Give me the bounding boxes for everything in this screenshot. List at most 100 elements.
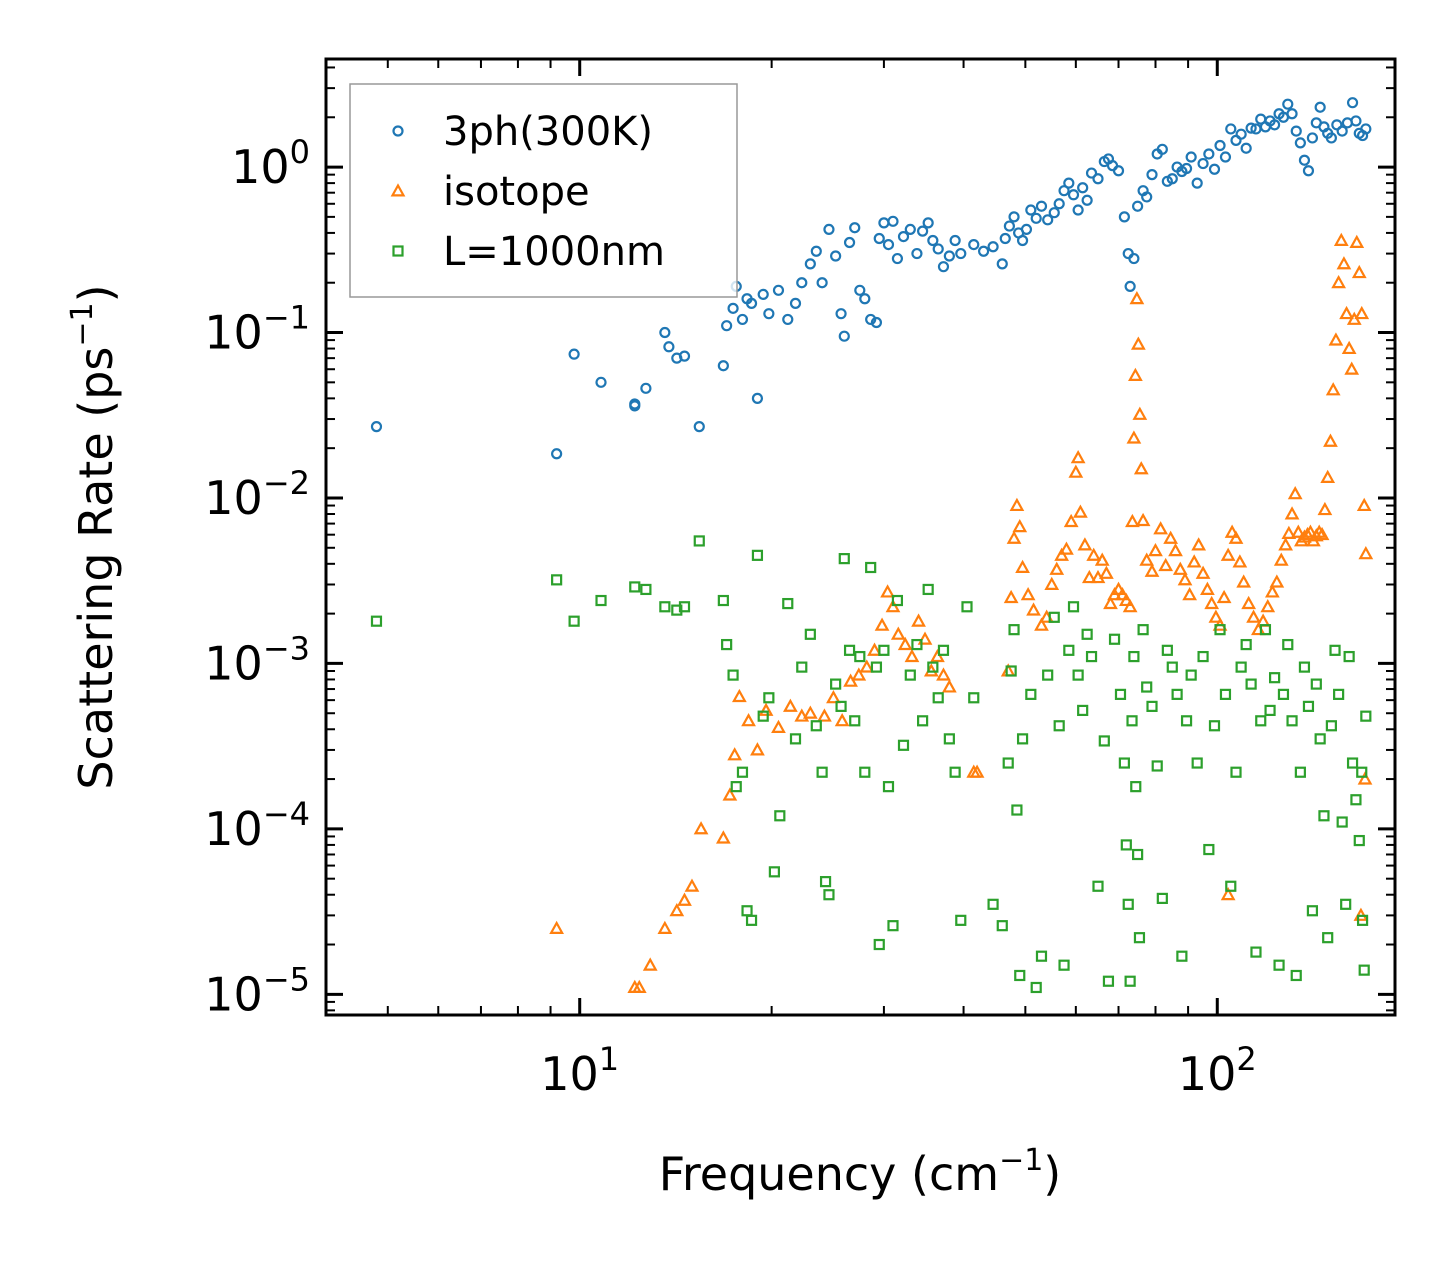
data-point — [823, 889, 835, 901]
data-point — [1059, 541, 1074, 555]
data-point — [758, 702, 774, 716]
data-point — [932, 243, 944, 255]
data-point — [865, 561, 877, 574]
data-point — [568, 348, 580, 360]
data-point — [1063, 513, 1079, 528]
data-point — [727, 302, 739, 314]
data-point — [789, 733, 802, 745]
y-tick-label: 10−3 — [204, 629, 310, 690]
data-point — [1306, 132, 1319, 144]
data-point — [1306, 905, 1319, 917]
data-point — [757, 288, 769, 300]
data-point — [549, 920, 564, 934]
data-point — [870, 661, 883, 673]
data-point — [595, 376, 607, 388]
data-point — [1185, 669, 1197, 681]
data-point — [745, 914, 758, 926]
data-point — [551, 448, 563, 460]
data-point — [1003, 220, 1015, 232]
data-point — [1273, 552, 1289, 566]
data-point — [987, 898, 999, 910]
data-point — [1264, 584, 1280, 598]
data-point — [1245, 678, 1257, 690]
data-point — [949, 766, 961, 778]
data-point — [1144, 563, 1160, 577]
data-point — [721, 320, 733, 332]
data-point — [882, 238, 895, 251]
data-point — [1081, 569, 1097, 584]
data-point — [859, 293, 871, 305]
legend-box — [349, 83, 738, 298]
data-point — [1357, 771, 1373, 785]
data-point — [1137, 624, 1149, 636]
data-point — [1092, 880, 1104, 892]
data-point — [629, 398, 641, 410]
data-point — [887, 215, 899, 227]
data-point — [891, 252, 904, 265]
data-point — [1156, 143, 1168, 155]
data-point — [1191, 757, 1203, 769]
data-point — [885, 599, 901, 613]
data-point — [1341, 340, 1357, 355]
data-point — [999, 232, 1011, 245]
data-point — [1331, 274, 1346, 289]
data-point — [802, 705, 818, 719]
data-point — [873, 938, 885, 951]
data-point — [849, 715, 861, 727]
data-point — [1053, 198, 1065, 210]
data-point — [1077, 182, 1089, 194]
data-point — [1126, 715, 1138, 727]
data-point — [1277, 688, 1290, 700]
data-point — [1161, 644, 1173, 656]
data-point — [1063, 644, 1075, 656]
data-point — [1314, 526, 1330, 541]
data-point — [1294, 766, 1306, 778]
data-point — [1354, 305, 1370, 320]
tick-labels: 101 102 100 10−1 10−2 10−3 10−4 10−5 — [204, 133, 1256, 1101]
data-point — [796, 277, 808, 289]
data-point — [1129, 290, 1145, 305]
data-point — [774, 810, 786, 822]
data-point — [659, 601, 671, 613]
data-point — [1219, 151, 1232, 163]
data-point — [1185, 151, 1197, 163]
data-point — [1282, 638, 1294, 651]
data-point — [1026, 602, 1041, 616]
data-point — [1250, 946, 1262, 958]
data-point — [1124, 280, 1136, 293]
y-tick-label: 10−1 — [204, 299, 310, 360]
data-point — [1085, 650, 1098, 663]
legend-label: L=1000nm — [443, 229, 665, 275]
data-point — [854, 284, 866, 296]
data-point — [927, 661, 939, 673]
data-point — [678, 601, 691, 613]
data-point — [1068, 464, 1084, 478]
data-point — [1118, 211, 1130, 223]
data-point — [838, 330, 850, 342]
data-point — [1298, 661, 1311, 673]
data-point — [1081, 628, 1093, 640]
data-point — [1290, 969, 1302, 982]
data-point — [961, 601, 973, 613]
data-point — [1191, 177, 1203, 189]
data-point — [717, 594, 729, 607]
data-point — [1300, 526, 1315, 541]
data-point — [1264, 704, 1276, 717]
data-point — [1311, 524, 1327, 538]
data-point — [1343, 650, 1355, 663]
data-point — [1122, 898, 1134, 910]
data-point — [870, 316, 883, 329]
data-point — [1203, 843, 1215, 856]
data-point — [897, 230, 910, 243]
data-point — [629, 581, 641, 593]
data-point — [969, 764, 985, 778]
data-point — [1102, 975, 1115, 987]
data-point — [1133, 932, 1146, 944]
data-point — [1111, 581, 1126, 595]
data-point — [1099, 565, 1114, 579]
data-point — [794, 708, 810, 722]
data-point — [891, 594, 904, 607]
data-point — [1049, 561, 1065, 575]
data-point — [1259, 624, 1272, 636]
data-point — [1228, 530, 1244, 544]
